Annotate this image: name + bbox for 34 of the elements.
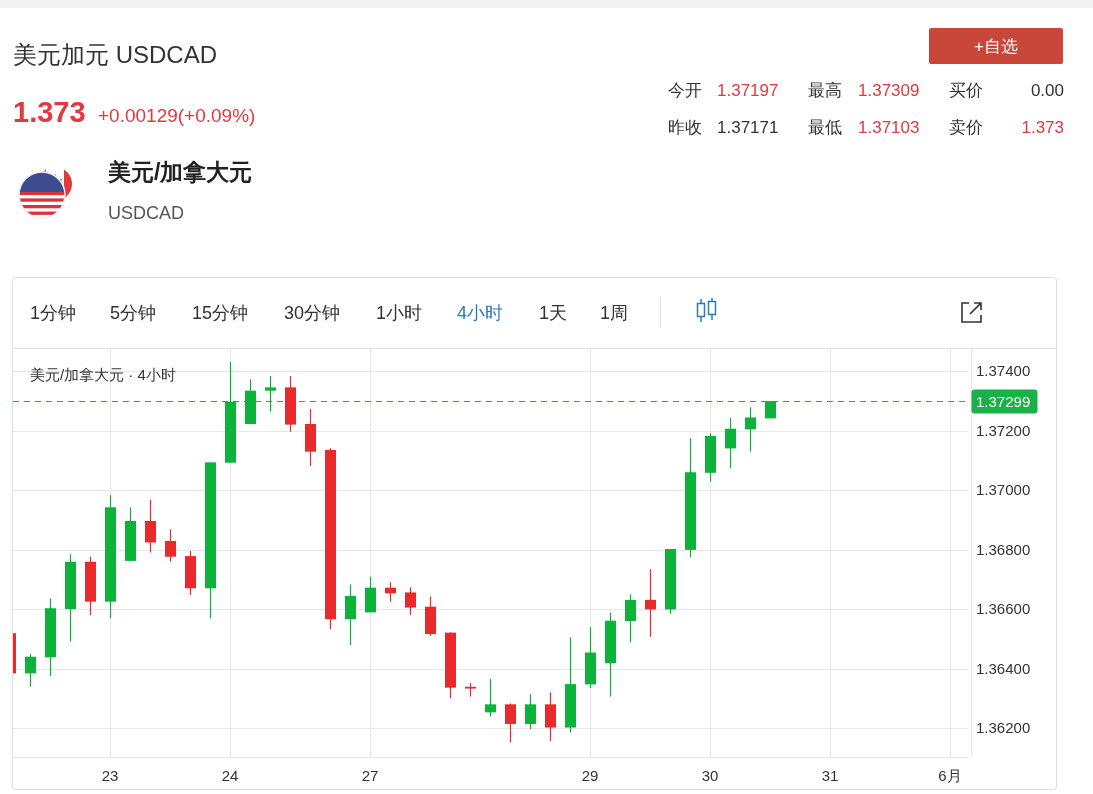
y-tick-label: 1.37400 [976, 362, 1031, 380]
last-price: 1.373 [13, 96, 86, 128]
y-tick-label: 1.36600 [976, 600, 1031, 618]
label-ask: 卖价 [949, 118, 983, 137]
value-low: 1.37103 [858, 118, 920, 137]
x-tick-label: 23 [101, 767, 119, 784]
button-add-watchlist: +自选 [929, 28, 1063, 64]
value-high: 1.37309 [858, 81, 920, 100]
page-heading: 美元加元 USDCAD [13, 41, 217, 68]
x-tick-label: 24 [221, 767, 239, 784]
value-bid: 0.00 [1030, 81, 1064, 100]
chart-title: 美元/加拿大元 · 4小时 [30, 366, 176, 383]
label-low: 最低 [808, 118, 842, 137]
x-tick-label: 6月 [938, 767, 962, 784]
value-prev-close: 1.37171 [717, 118, 779, 137]
value-open: 1.37197 [717, 81, 779, 100]
value-ask: 1.373 [1021, 118, 1064, 137]
label-bid: 买价 [949, 81, 983, 100]
label-prev-close: 昨收 [668, 118, 702, 137]
ref-line-label: 1.37299 [976, 392, 1031, 410]
label-open: 今开 [668, 81, 702, 100]
instrument-symbol: USDCAD [108, 203, 184, 223]
price-change: +0.00129(+0.09%) [98, 105, 256, 126]
instrument-name: 美元/加拿大元 [108, 159, 253, 185]
y-tick-label: 1.37200 [976, 421, 1031, 439]
y-tick-label: 1.36200 [976, 719, 1031, 737]
y-tick-label: 1.36800 [976, 540, 1031, 558]
y-tick-label: 1.37000 [976, 481, 1031, 499]
x-tick-label: 30 [701, 767, 719, 784]
x-tick-label: 31 [821, 767, 839, 784]
x-tick-label: 29 [581, 767, 599, 784]
y-tick-label: 1.36400 [976, 659, 1031, 677]
label-high: 最高 [808, 81, 842, 100]
x-tick-label: 27 [361, 767, 379, 784]
